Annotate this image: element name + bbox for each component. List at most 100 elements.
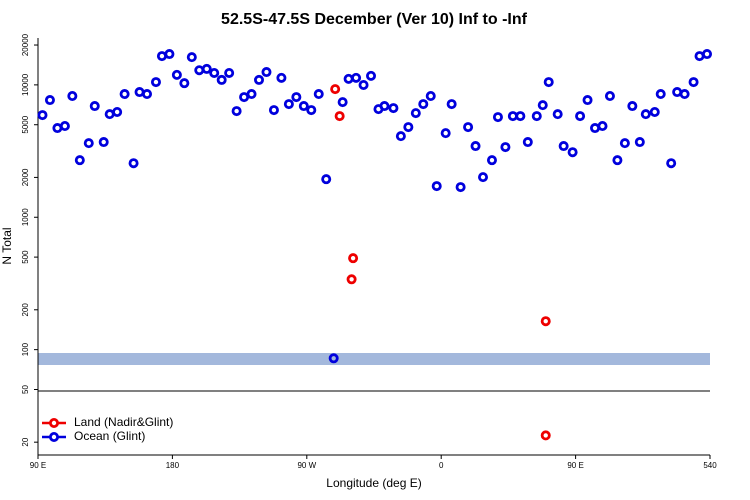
point [268, 105, 279, 116]
point [67, 91, 78, 102]
point [388, 103, 399, 114]
y-tick-label: 20000 [21, 33, 30, 56]
point [540, 430, 551, 441]
point [150, 77, 161, 88]
legend-marker [49, 417, 60, 428]
point [552, 109, 563, 120]
point [403, 122, 414, 133]
x-tick-label: 90 E [567, 461, 583, 470]
point [410, 108, 421, 119]
point [164, 49, 175, 60]
point [330, 84, 341, 95]
y-tick-label: 5000 [21, 115, 30, 133]
point [379, 101, 390, 112]
point [366, 70, 377, 81]
point [337, 97, 348, 108]
chart-title: 52.5S-47.5S December (Ver 10) Inf to -In… [221, 11, 528, 28]
point [679, 89, 690, 100]
point [492, 112, 503, 123]
y-tick-label: 1000 [21, 208, 30, 226]
point [446, 99, 457, 110]
point [119, 89, 130, 100]
point [171, 69, 182, 80]
point [142, 89, 153, 100]
point [224, 67, 235, 78]
point [612, 155, 623, 166]
x-tick-label: 180 [166, 461, 180, 470]
point [649, 106, 660, 117]
point [540, 316, 551, 327]
x-tick-label: 540 [703, 461, 717, 470]
point [440, 128, 451, 139]
point [346, 274, 357, 285]
point [358, 79, 369, 90]
point [575, 111, 586, 122]
x-tick-label: 90 W [297, 461, 316, 470]
point [619, 138, 630, 149]
point [604, 91, 615, 102]
point [343, 73, 354, 84]
point [83, 138, 94, 149]
point [89, 101, 100, 112]
y-tick-label: 10000 [21, 73, 30, 96]
point [418, 99, 429, 110]
point [558, 141, 569, 152]
point [486, 155, 497, 166]
legend: Land (Nadir&Glint)Ocean (Glint) [42, 415, 173, 443]
point [313, 89, 324, 100]
point [522, 137, 533, 148]
point [74, 155, 85, 166]
point [194, 65, 205, 76]
point [597, 121, 608, 132]
point [351, 72, 362, 83]
legend-label: Ocean (Glint) [74, 429, 145, 443]
point [627, 101, 638, 112]
point [640, 109, 651, 120]
point [179, 78, 190, 89]
point [455, 182, 466, 193]
point [201, 63, 212, 74]
y-tick-label: 20 [21, 437, 30, 446]
point [276, 72, 287, 83]
point [395, 131, 406, 142]
point [666, 158, 677, 169]
point [283, 99, 294, 110]
point [44, 95, 55, 106]
point [702, 49, 713, 60]
point [254, 74, 265, 85]
y-tick-label: 200 [21, 303, 30, 317]
y-tick-label: 50 [21, 384, 30, 393]
point [209, 67, 220, 78]
legend-label: Land (Nadir&Glint) [74, 415, 173, 429]
point [500, 142, 511, 153]
point [231, 106, 242, 117]
legend-marker [49, 431, 60, 442]
point [478, 172, 489, 183]
y-tick-label: 2000 [21, 168, 30, 186]
y-tick-label: 500 [21, 250, 30, 264]
point [216, 74, 227, 85]
x-tick-label: 90 E [30, 461, 46, 470]
point [634, 137, 645, 148]
point [348, 253, 359, 264]
point [128, 158, 139, 169]
point [321, 174, 332, 185]
point [431, 181, 442, 192]
y-axis-label: N Total [0, 227, 14, 264]
point [334, 111, 345, 122]
point [688, 77, 699, 88]
point [582, 95, 593, 106]
x-tick-label: 0 [439, 461, 444, 470]
point [37, 110, 48, 121]
point [261, 67, 272, 78]
point [463, 122, 474, 133]
point [537, 100, 548, 111]
y-tick-label: 100 [21, 342, 30, 356]
shaded-band [38, 353, 710, 365]
x-axis-label: Longitude (deg E) [326, 476, 421, 490]
point [59, 121, 70, 132]
point [186, 52, 197, 63]
point [112, 106, 123, 117]
point [291, 92, 302, 103]
